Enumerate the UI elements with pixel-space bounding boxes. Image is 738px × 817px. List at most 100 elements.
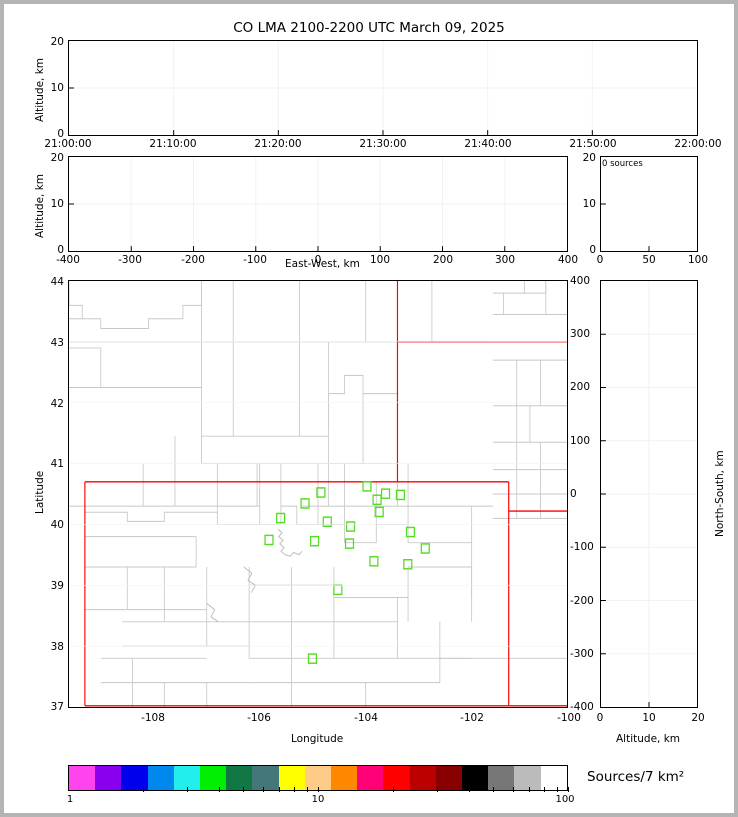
time-panel-ytick-20: 20 [50,36,64,48]
ns-panel-xlabel: Altitude, km [616,733,681,745]
colorbar-segment [409,766,436,790]
map-ytick-42: 42 [50,398,64,410]
colorbar-minor-tick [556,787,558,792]
hist-panel-xtick-0: 0 [596,254,604,266]
colorbar-minor-tick [218,787,220,792]
colorbar-minor-tick [492,787,494,792]
colorbar-minor-tick [529,787,531,792]
hist-panel-xtick-100: 100 [687,254,709,266]
ew-panel-ytick-10: 10 [50,198,64,210]
northsouth-altitude-panel[interactable] [600,280,698,708]
map-xtick-m102: -102 [460,712,484,724]
ns-panel-xtick-20: 20 [691,712,705,724]
hist-panel-ytick-20: 20 [582,152,596,164]
map-ytick-44: 44 [50,276,64,288]
colorbar-segment [383,766,410,790]
hist-panel-ytick-10: 10 [582,198,596,210]
ew-panel-ytick-0: 0 [57,244,64,256]
time-panel-ytick-10: 10 [50,82,64,94]
colorbar-segment [200,766,227,790]
time-panel-xtick-4: 21:40:00 [464,138,512,150]
colorbar-segment [435,766,463,790]
time-panel-xtick-6: 22:00:00 [674,138,722,150]
map-xtick-m104: -104 [354,712,378,724]
colorbar-minor-tick [143,787,145,792]
time-panel-xtick-0: 21:00:00 [44,138,92,150]
ns-panel-ytick-m300: -300 [570,648,594,660]
colorbar-segment [462,766,489,790]
ew-panel-xtick-400: 400 [557,254,579,266]
time-panel-xtick-5: 21:50:00 [569,138,617,150]
colorbar-segment [304,766,332,790]
time-altitude-panel[interactable] [68,40,698,136]
eastwest-altitude-panel[interactable] [68,156,568,252]
ew-panel-ylabel: Altitude, km [34,173,46,238]
colorbar-minor-tick [306,787,308,792]
hist-panel-xtick-50: 50 [642,254,656,266]
colorbar-segment [252,766,279,790]
figure-canvas: CO LMA 2100-2200 UTC March 09, 2025 20 1… [4,4,734,813]
colorbar-label: Sources/7 km² [587,769,685,785]
colorbar-minor-tick [279,787,281,792]
colorbar-minor-tick [262,787,264,792]
ns-panel-ytick-m200: -200 [570,595,594,607]
colorbar-segment [540,766,567,790]
ew-panel-xtick-m300: -300 [118,254,142,266]
time-panel-ylabel: Altitude, km [34,57,46,122]
ns-panel-ytick-0: 0 [570,488,577,500]
ew-panel-xtick-200: 200 [432,254,454,266]
ns-panel-ylabel: North-South, km [714,450,726,537]
colorbar-segment [95,766,122,790]
ew-panel-ytick-20: 20 [50,152,64,164]
colorbar-segment [173,766,201,790]
map-xlabel: Longitude [291,733,344,745]
colorbar-minor-tick [293,787,295,792]
colorbar-segment [488,766,515,790]
ew-panel-xlabel: East-West, km [285,258,360,270]
colorbar-minor-tick [187,787,189,792]
colorbar-minor-tick [512,787,514,792]
time-panel-xtick-1: 21:10:00 [149,138,197,150]
colorbar-minor-tick [543,787,545,792]
colorbar-segment [69,766,96,790]
ns-panel-ytick-300: 300 [570,328,591,340]
ns-panel-ytick-100: 100 [570,435,591,447]
latitude-longitude-map-panel[interactable] [68,280,568,708]
colorbar-segment [278,766,305,790]
ns-panel-ytick-200: 200 [570,381,591,393]
map-ylabel: Latitude [34,470,46,514]
colorbar-ticklabel-10: 10 [311,794,325,805]
ns-panel-ytick-400: 400 [570,275,591,287]
map-ytick-39: 39 [50,580,64,592]
colorbar-segment [331,766,358,790]
colorbar-minor-tick [437,787,439,792]
colorbar-minor-tick [393,787,395,792]
hist-panel-ytick-0: 0 [589,244,596,256]
colorbar-minor-tick [242,787,244,792]
ns-panel-xtick-0: 0 [596,712,604,724]
ns-panel-xtick-10: 10 [642,712,656,724]
colorbar-segment [514,766,541,790]
map-ytick-37: 37 [50,701,64,713]
ew-panel-xtick-0: 0 [314,254,322,266]
time-panel-xtick-3: 21:30:00 [359,138,407,150]
colorbar-ticklabel-100: 100 [555,794,575,805]
map-xtick-m106: -106 [247,712,271,724]
colorbar-minor-tick [568,787,569,792]
ew-panel-xtick-m100: -100 [243,254,267,266]
colorbar-segment [147,766,174,790]
colorbar-ticklabel-1: 1 [66,794,74,805]
colorbar-segment [121,766,148,790]
colorbar-minor-tick [468,787,470,792]
map-ytick-40: 40 [50,519,64,531]
map-ytick-41: 41 [50,458,64,470]
altitude-histogram-panel[interactable] [600,156,698,252]
time-panel-xtick-2: 21:20:00 [254,138,302,150]
figure-title: CO LMA 2100-2200 UTC March 09, 2025 [233,20,505,36]
colorbar-segment [357,766,384,790]
ew-panel-xtick-100: 100 [369,254,391,266]
ew-panel-xtick-300: 300 [494,254,516,266]
map-ytick-38: 38 [50,641,64,653]
ns-panel-ytick-m100: -100 [570,541,594,553]
ns-panel-ytick-m400: -400 [570,701,594,713]
